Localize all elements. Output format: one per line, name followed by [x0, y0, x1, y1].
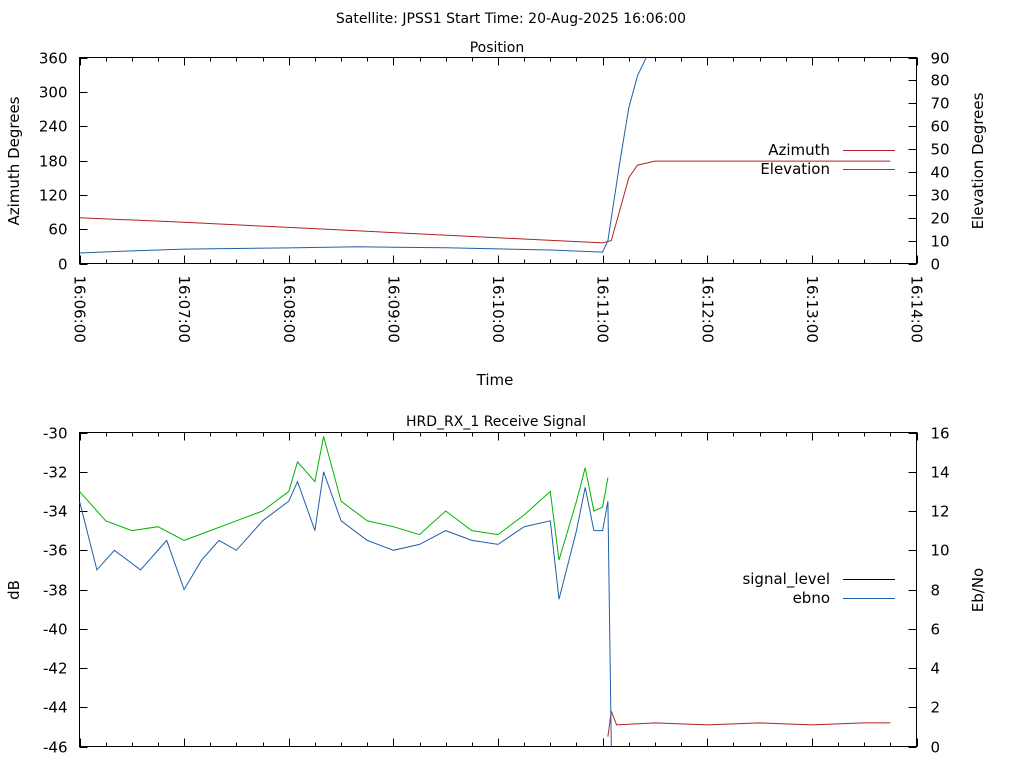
receive-signal-legend-label-ebno: ebno — [793, 589, 830, 607]
receive-signal-y2tick-label: 12 — [931, 503, 950, 521]
position-y2tick-label: 70 — [931, 95, 950, 113]
receive-signal-y2tick-label: 4 — [931, 660, 941, 678]
receive-signal-series-ebno — [79, 471, 612, 747]
receive-signal-ytick-label: -42 — [43, 660, 68, 678]
position-series-elevation — [79, 57, 647, 254]
receive-signal-ytick-label: -36 — [43, 542, 68, 560]
position-xlabel: Time — [476, 371, 514, 389]
position-y2tick-label: 0 — [931, 256, 941, 274]
receive-signal-plot-frame — [79, 432, 917, 747]
receive-signal-series — [79, 436, 891, 747]
position-xtick-label: 16:07:00 — [175, 276, 193, 343]
position-chart-title: Position — [470, 40, 525, 56]
position-y2tick-label: 60 — [931, 118, 950, 136]
receive-signal-ytick-label: -38 — [43, 582, 68, 600]
position-xtick-label: 16:09:00 — [384, 276, 402, 343]
position-y2tick-label: 10 — [931, 233, 950, 251]
receive-signal-legend-label-signal-level: signal_level — [742, 570, 830, 589]
position-xtick-label: 16:13:00 — [803, 276, 821, 343]
receive-signal-chart: HRD_RX_1 Receive Signal -46-44-42-40-38-… — [5, 414, 987, 757]
position-xtick-label: 16:12:00 — [698, 276, 716, 343]
receive-signal-ytick-label: -32 — [43, 464, 68, 482]
position-ytick-label: 120 — [39, 187, 68, 205]
position-y2tick-label: 40 — [931, 164, 950, 182]
position-ytick-label: 180 — [39, 153, 68, 171]
position-xtick-label: 16:11:00 — [594, 276, 612, 343]
position-xtick-label: 16:14:00 — [908, 276, 926, 343]
receive-signal-ylabel: dB — [5, 580, 23, 600]
receive-signal-series-signal-level-segment-1 — [607, 711, 891, 737]
position-ytick-label: 360 — [39, 50, 68, 68]
position-chart: Position 0 60 120 180 240 300 360 0 10 20 30 40 50 60… — [5, 40, 987, 389]
figure-title: Satellite: JPSS1 Start Time: 20-Aug-2025… — [336, 11, 686, 27]
position-y2tick-label: 90 — [931, 50, 950, 68]
receive-signal-ytick-label: -34 — [43, 503, 68, 521]
receive-signal-y2tick-label: 14 — [931, 464, 950, 482]
receive-signal-ytick-label: -46 — [43, 739, 68, 757]
position-xtick-label: 16:08:00 — [280, 276, 298, 343]
receive-signal-y2label: Eb/No — [969, 568, 987, 612]
position-ytick-label: 60 — [48, 221, 67, 239]
receive-signal-y2tick-label: 6 — [931, 621, 941, 639]
receive-signal-ytick-label: -44 — [43, 699, 68, 717]
position-xtick-label: 16:10:00 — [489, 276, 507, 343]
position-series — [79, 57, 891, 254]
receive-signal-ytick-label: -30 — [43, 425, 68, 443]
receive-signal-ytick-label: -40 — [43, 621, 68, 639]
position-legend-label-azimuth: Azimuth — [768, 141, 830, 159]
position-axis-ticks: 0 60 120 180 240 300 360 0 10 20 30 40 50 60 70 80 90 16:… — [39, 50, 950, 343]
receive-signal-y2tick-label: 10 — [931, 542, 950, 560]
receive-signal-chart-title: HRD_RX_1 Receive Signal — [406, 414, 586, 430]
position-xtick-label: 16:06:00 — [71, 276, 89, 343]
position-ytick-label: 0 — [58, 256, 68, 274]
receive-signal-y2tick-label: 16 — [931, 425, 950, 443]
position-y2tick-label: 80 — [931, 72, 950, 90]
position-legend-label-elevation: Elevation — [760, 160, 830, 178]
receive-signal-y2tick-label: 2 — [931, 699, 941, 717]
position-ytick-label: 300 — [39, 84, 68, 102]
receive-signal-y2tick-label: 0 — [931, 739, 941, 757]
receive-signal-y2tick-label: 8 — [931, 582, 941, 600]
position-ytick-label: 240 — [39, 118, 68, 136]
receive-signal-series-signal-level-segment-0 — [79, 436, 609, 561]
position-y2tick-label: 50 — [931, 141, 950, 159]
position-y2tick-label: 20 — [931, 210, 950, 228]
position-ylabel: Azimuth Degrees — [5, 96, 23, 225]
position-y2label: Elevation Degrees — [969, 92, 987, 229]
position-y2tick-label: 30 — [931, 187, 950, 205]
receive-signal-axis-ticks: -46 -44 -42 -40 -38 -36 -34 -32 -30 0 2 4 6 8 10 12 14 16 — [43, 425, 950, 757]
